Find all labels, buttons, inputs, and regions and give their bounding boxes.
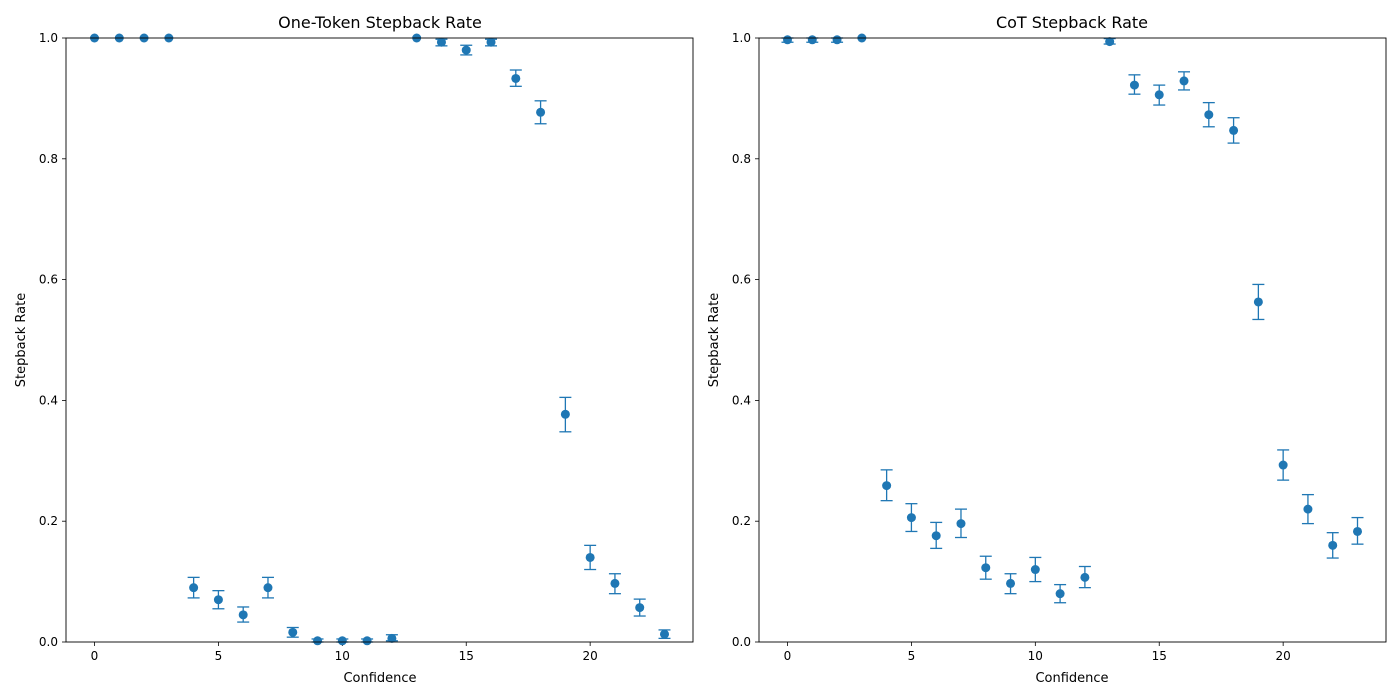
chart-title: CoT Stepback Rate	[996, 13, 1148, 32]
data-point	[313, 636, 323, 646]
y-tick-label: 1.0	[732, 31, 751, 45]
plot-frame	[758, 37, 1387, 643]
data-point	[1229, 125, 1239, 135]
data-point	[1080, 572, 1090, 582]
plot-frame	[65, 37, 694, 643]
y-tick-label: 0.0	[39, 635, 58, 649]
data-point	[436, 37, 446, 47]
y-tick-label: 0.6	[39, 273, 58, 287]
data-point	[1328, 540, 1338, 550]
panel-one-token: One-Token Stepback Rate Confidence Stepb…	[14, 13, 694, 686]
data-point	[1129, 80, 1139, 90]
data-point	[560, 409, 570, 419]
x-tick-label: 0	[91, 649, 99, 663]
data-point	[461, 45, 471, 55]
data-point	[337, 636, 347, 646]
x-axis-label: Confidence	[1035, 671, 1108, 686]
x-tick-label: 5	[215, 649, 223, 663]
data-point	[1353, 526, 1362, 536]
data-point	[1006, 578, 1016, 588]
data-point	[882, 481, 892, 491]
data-point	[635, 603, 645, 613]
data-point	[832, 35, 842, 45]
data-point	[189, 583, 199, 593]
data-point	[288, 627, 298, 637]
data-point	[486, 37, 496, 47]
x-tick-label: 20	[1276, 649, 1291, 663]
panel-cot: CoT Stepback Rate Confidence Stepback Ra…	[707, 13, 1387, 686]
y-tick-label: 0.2	[39, 514, 58, 528]
data-point	[213, 595, 223, 605]
data-point	[263, 583, 273, 593]
x-tick-label: 10	[1028, 649, 1043, 663]
data-point	[931, 531, 941, 541]
data-point	[585, 552, 595, 562]
data-point	[1179, 76, 1189, 86]
data-point	[1204, 110, 1214, 120]
data-point	[956, 519, 966, 529]
data-point	[1303, 504, 1313, 514]
data-point	[511, 73, 521, 83]
x-tick-label: 5	[908, 649, 916, 663]
chart-title: One-Token Stepback Rate	[278, 13, 482, 32]
y-tick-label: 0.2	[732, 514, 751, 528]
data-point	[238, 610, 248, 620]
data-point	[536, 107, 546, 117]
data-point	[906, 513, 916, 523]
x-tick-label: 15	[459, 649, 474, 663]
data-point	[1278, 460, 1288, 470]
x-tick-label: 0	[784, 649, 792, 663]
y-tick-label: 0.6	[732, 273, 751, 287]
data-point	[1154, 90, 1164, 100]
data-point	[660, 629, 669, 639]
data-point	[807, 35, 817, 45]
y-tick-label: 1.0	[39, 31, 58, 45]
y-axis-label: Stepback Rate	[707, 293, 722, 387]
x-tick-label: 10	[335, 649, 350, 663]
y-tick-label: 0.8	[39, 152, 58, 166]
data-point	[783, 35, 792, 45]
y-tick-label: 0.4	[732, 393, 751, 407]
data-point	[1105, 37, 1115, 47]
data-point	[981, 563, 991, 573]
data-point	[362, 636, 372, 646]
y-tick-label: 0.4	[39, 393, 58, 407]
data-point	[1055, 589, 1065, 599]
data-point	[610, 578, 620, 588]
x-axis-label: Confidence	[343, 671, 416, 686]
data-point	[1253, 297, 1263, 307]
x-tick-label: 20	[583, 649, 598, 663]
data-point	[1030, 565, 1040, 575]
data-point	[387, 633, 397, 643]
y-tick-label: 0.0	[732, 635, 751, 649]
y-tick-label: 0.8	[732, 152, 751, 166]
y-axis-label: Stepback Rate	[14, 293, 29, 387]
x-tick-label: 15	[1152, 649, 1167, 663]
